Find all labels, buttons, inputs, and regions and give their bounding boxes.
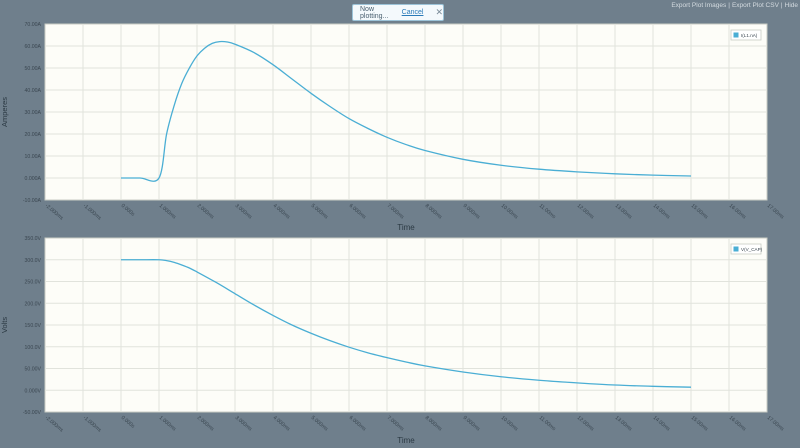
y-tick-label: 30.00A	[25, 110, 42, 116]
x-axis-label: Time	[397, 223, 415, 232]
y-axis-label: Amperes	[0, 97, 9, 127]
x-tick-label: 16.00ms	[728, 415, 747, 433]
x-tick-label: 9.000ms	[462, 203, 481, 221]
y-tick-label: 0.000V	[25, 388, 42, 394]
x-tick-label: -1.000ms	[82, 203, 103, 222]
x-tick-label: 2.000ms	[196, 203, 215, 221]
y-tick-label: 100.0V	[25, 345, 42, 351]
y-tick-label: -10.00A	[23, 198, 42, 204]
x-tick-label: 7.000ms	[386, 203, 405, 221]
legend-label: I(L1.nA)	[741, 33, 758, 38]
x-tick-label: -2.000ms	[44, 415, 65, 434]
x-tick-label: 4.000ms	[272, 415, 291, 433]
y-tick-label: 60.00A	[25, 44, 42, 50]
y-tick-label: 200.0V	[25, 301, 42, 307]
x-tick-label: 15.00ms	[690, 203, 709, 221]
x-tick-label: 0.000s	[120, 203, 136, 218]
x-tick-label: 8.000ms	[424, 203, 443, 221]
x-tick-label: 1.000ms	[158, 415, 177, 433]
x-tick-label: 17.00ms	[766, 415, 785, 433]
x-tick-label: 11.00ms	[538, 415, 557, 432]
x-tick-label: 10.00ms	[500, 415, 519, 433]
x-axis-label: Time	[397, 436, 415, 445]
plotting-toast: Now plotting... Cancel ✕	[352, 4, 444, 21]
y-axis-label: Volts	[0, 317, 9, 334]
export-separator: |	[728, 2, 730, 9]
x-tick-label: 6.000ms	[348, 415, 367, 433]
y-tick-label: 0.000A	[25, 176, 42, 182]
y-tick-label: 250.0V	[25, 280, 42, 286]
legend: V(V_CAP)	[730, 243, 763, 255]
y-tick-label: 20.00A	[25, 132, 42, 138]
export-images-link[interactable]: Export Plot Images	[671, 2, 727, 9]
y-tick-label: -50.00V	[23, 410, 42, 416]
x-tick-label: 13.00ms	[614, 203, 633, 221]
x-tick-label: 5.000ms	[310, 203, 329, 221]
x-tick-label: 14.00ms	[652, 203, 671, 221]
y-tick-label: 50.00V	[25, 367, 42, 373]
y-tick-label: 70.00A	[25, 22, 42, 28]
x-tick-label: 15.00ms	[690, 415, 709, 433]
x-tick-label: 6.000ms	[348, 203, 367, 221]
series-line	[121, 259, 692, 388]
legend-swatch	[733, 246, 739, 252]
cancel-link[interactable]: Cancel	[401, 9, 424, 16]
chart-2: -2.000ms -1.000ms 0.000s 1.000ms 2.000ms 3.00…	[0, 236, 785, 445]
x-tick-label: 10.00ms	[500, 203, 519, 221]
y-tick-label: 300.0V	[25, 258, 42, 264]
legend: I(L1.nA)	[730, 29, 762, 41]
x-tick-label: 5.000ms	[310, 415, 329, 433]
hide-link[interactable]: Hide	[784, 2, 798, 9]
x-tick-label: 12.00ms	[576, 415, 595, 433]
toast-text: Now plotting...	[360, 5, 389, 20]
export-bar: Export Plot Images | Export Plot CSV | Hide	[671, 2, 798, 9]
y-tick-label: 10.00A	[25, 154, 42, 160]
chart-1: -2.000ms -1.000ms 0.000s 1.000ms 2.000ms 3.00…	[0, 22, 785, 232]
x-tick-label: 12.00ms	[576, 203, 595, 221]
x-tick-label: 3.000ms	[234, 415, 253, 433]
x-tick-label: 4.000ms	[272, 203, 291, 221]
close-icon[interactable]: ✕	[435, 7, 443, 17]
x-tick-label: 7.000ms	[386, 415, 405, 433]
x-tick-label: 11.00ms	[538, 203, 557, 220]
x-tick-label: 13.00ms	[614, 415, 633, 433]
x-tick-label: 17.00ms	[766, 203, 785, 221]
export-csv-link[interactable]: Export Plot CSV	[731, 2, 779, 9]
x-tick-label: 8.000ms	[424, 415, 443, 433]
y-tick-label: 50.00A	[25, 66, 42, 72]
y-tick-label: 150.0V	[25, 323, 42, 329]
x-tick-label: -2.000ms	[44, 203, 65, 222]
x-tick-label: 1.000ms	[158, 203, 177, 221]
y-tick-label: 350.0V	[25, 236, 42, 242]
x-tick-label: 3.000ms	[234, 203, 253, 221]
x-tick-label: -1.000ms	[82, 415, 103, 434]
series-line	[121, 40, 692, 182]
legend-box	[730, 243, 762, 255]
x-tick-label: 16.00ms	[728, 203, 747, 221]
export-separator: |	[780, 2, 783, 9]
x-tick-label: 0.000s	[120, 415, 136, 430]
legend-label: V(V_CAP)	[741, 247, 763, 252]
x-tick-label: 2.000ms	[196, 415, 215, 433]
legend-swatch	[733, 32, 739, 38]
x-tick-label: 14.00ms	[652, 415, 671, 433]
legend-box	[730, 29, 762, 41]
y-tick-label: 40.00A	[25, 88, 42, 94]
x-tick-label: 9.000ms	[462, 415, 481, 433]
